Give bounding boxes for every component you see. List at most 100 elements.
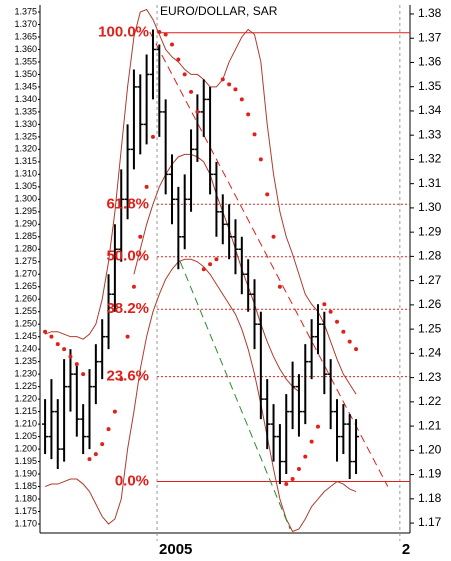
lower-band <box>44 258 357 533</box>
sar-dot <box>195 109 200 114</box>
sar-dot <box>303 454 308 459</box>
upper-band <box>44 8 357 395</box>
y-tick-label: 1.250 <box>14 319 37 329</box>
sar-dot <box>227 82 232 87</box>
y-tick-label: 1.180 <box>14 493 37 503</box>
y2-tick-label: 1.37 <box>418 30 442 44</box>
y2-tick-label: 1.17 <box>418 515 442 529</box>
sar-dot <box>220 77 225 82</box>
y2-tick-label: 1.23 <box>418 370 442 384</box>
sar-dot <box>163 32 168 37</box>
y-tick-label: 1.185 <box>14 481 37 491</box>
trend-line <box>149 31 389 487</box>
trend-line <box>179 261 291 530</box>
sar-dot <box>68 354 73 359</box>
y2-tick-label: 1.33 <box>418 127 442 141</box>
y2-tick-label: 1.26 <box>418 297 442 311</box>
sar-dot <box>284 482 289 487</box>
sar-dot <box>150 134 155 139</box>
sar-dot <box>106 427 111 432</box>
sar-dot <box>170 42 175 47</box>
y-tick-label: 1.305 <box>14 181 37 191</box>
y-tick-label: 1.290 <box>14 219 37 229</box>
y2-tick-label: 1.22 <box>418 394 442 408</box>
sar-dot <box>252 132 257 137</box>
sar-dot <box>265 192 270 197</box>
y-tick-label: 1.350 <box>14 69 37 79</box>
sar-dot <box>112 409 117 414</box>
sar-dot <box>214 257 219 262</box>
sar-dot <box>309 439 314 444</box>
sar-dot <box>62 347 67 352</box>
sar-dot <box>239 97 244 102</box>
y-tick-label: 1.235 <box>14 356 37 366</box>
y-tick-label: 1.325 <box>14 131 37 141</box>
sar-dot <box>43 329 48 334</box>
sar-dot <box>87 457 92 462</box>
sar-dot <box>157 29 162 34</box>
sar-dot <box>347 339 352 344</box>
sar-dot <box>74 362 79 367</box>
sar-dot <box>322 302 327 307</box>
y2-tick-label: 1.32 <box>418 152 442 166</box>
y-tick-label: 1.220 <box>14 394 37 404</box>
fib-label: 100.0% <box>98 24 149 41</box>
y-tick-label: 1.190 <box>14 468 37 478</box>
fib-label: 61.8% <box>106 195 149 212</box>
sar-dot <box>55 342 60 347</box>
y2-tick-label: 1.28 <box>418 249 442 263</box>
fib-label: 0.0% <box>115 473 149 490</box>
fib-label: 23.6% <box>106 368 149 385</box>
y-tick-label: 1.195 <box>14 456 37 466</box>
sar-dot <box>100 442 105 447</box>
y-tick-label: 1.315 <box>14 156 37 166</box>
y2-tick-label: 1.29 <box>418 224 442 238</box>
y-tick-label: 1.240 <box>14 344 37 354</box>
fib-label: 38.2% <box>106 300 149 317</box>
sar-dot <box>335 319 340 324</box>
sar-dot <box>189 89 194 94</box>
y-tick-label: 1.215 <box>14 406 37 416</box>
y2-tick-label: 1.19 <box>418 467 442 481</box>
y-tick-label: 1.340 <box>14 94 37 104</box>
y2-tick-label: 1.38 <box>418 6 442 20</box>
y-tick-label: 1.260 <box>14 294 37 304</box>
sar-dot <box>328 309 333 314</box>
sar-dot <box>125 334 130 339</box>
y2-tick-label: 1.30 <box>418 200 442 214</box>
sar-dot <box>271 234 276 239</box>
y2-tick-label: 1.24 <box>418 346 442 360</box>
y-tick-label: 1.375 <box>14 6 37 16</box>
sar-dot <box>182 72 187 77</box>
sar-dot <box>131 284 136 289</box>
y-tick-label: 1.295 <box>14 206 37 216</box>
y-tick-label: 1.310 <box>14 169 37 179</box>
y2-tick-label: 1.21 <box>418 418 442 432</box>
y-tick-label: 1.355 <box>14 56 37 66</box>
y-tick-label: 1.225 <box>14 381 37 391</box>
y2-tick-label: 1.34 <box>418 103 442 117</box>
y-tick-label: 1.285 <box>14 231 37 241</box>
y-tick-label: 1.245 <box>14 331 37 341</box>
y-tick-label: 1.210 <box>14 418 37 428</box>
sar-dot <box>138 234 143 239</box>
y-tick-label: 1.370 <box>14 19 37 29</box>
y-tick-label: 1.365 <box>14 31 37 41</box>
sar-dot <box>233 87 238 92</box>
y-tick-label: 1.265 <box>14 281 37 291</box>
y-tick-label: 1.255 <box>14 306 37 316</box>
y-tick-label: 1.320 <box>14 144 37 154</box>
y-tick-label: 1.280 <box>14 244 37 254</box>
sar-dot <box>93 452 98 457</box>
y-tick-label: 1.300 <box>14 194 37 204</box>
y-tick-label: 1.275 <box>14 256 37 266</box>
chart-title: EURO/DOLLAR, SAR <box>160 4 278 18</box>
y-tick-label: 1.175 <box>14 506 37 516</box>
sar-dot <box>49 334 54 339</box>
sar-dot <box>201 267 206 272</box>
y-tick-label: 1.205 <box>14 431 37 441</box>
y-tick-label: 1.335 <box>14 106 37 116</box>
sar-dot <box>81 372 86 377</box>
